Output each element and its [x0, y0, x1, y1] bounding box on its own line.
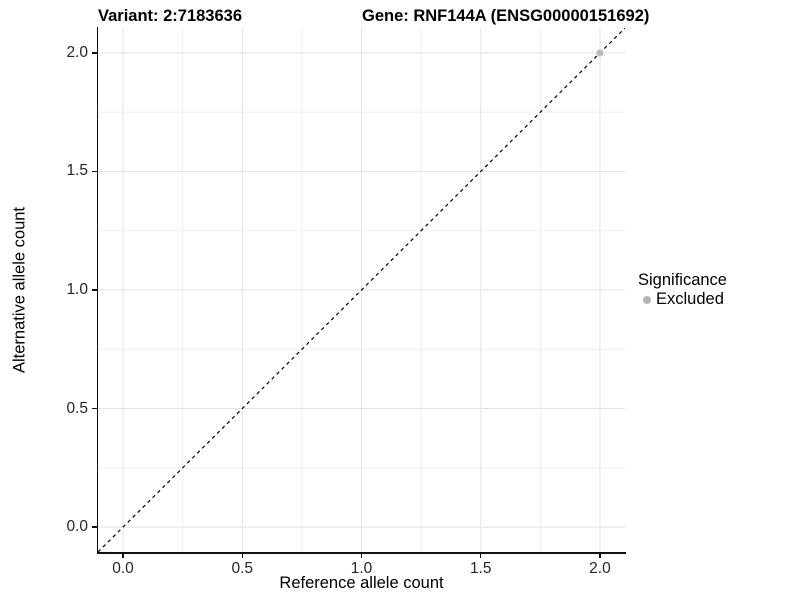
- x-tick-mark: [360, 552, 363, 558]
- legend: Significance Excluded: [638, 271, 727, 309]
- y-tick-label: 0.0: [66, 518, 88, 536]
- legend-item-excluded: Excluded: [638, 290, 727, 309]
- y-axis-title: Alternative allele count: [10, 206, 29, 374]
- x-tick-label: 2.0: [589, 560, 611, 577]
- y-tick-mark: [91, 526, 97, 528]
- plot-title-variant: Variant: 2:7183636: [98, 7, 243, 25]
- y-axis-line: [96, 27, 98, 553]
- plot-title-gene: Gene: RNF144A (ENSG00000151692): [362, 7, 650, 25]
- data-point-excluded: [596, 49, 604, 57]
- y-tick-mark: [91, 289, 97, 291]
- plot-panel: [98, 28, 625, 552]
- y-tick-mark: [91, 170, 97, 173]
- plot-canvas: [98, 28, 625, 552]
- y-tick-label: 1.5: [66, 162, 88, 180]
- legend-title: Significance: [638, 271, 727, 289]
- y-tick-mark: [91, 407, 97, 410]
- x-axis-title: Reference allele count: [279, 574, 444, 592]
- x-tick-label: 1.0: [350, 560, 373, 577]
- legend-item-label: Excluded: [656, 290, 724, 308]
- x-tick-mark: [599, 552, 601, 558]
- x-tick-mark: [479, 552, 482, 558]
- x-tick-mark: [241, 552, 244, 558]
- identity-reference-line: [98, 28, 625, 552]
- y-tick-mark: [91, 52, 97, 54]
- x-tick-label: 0.5: [231, 560, 254, 577]
- x-tick-label: 0.0: [112, 560, 134, 577]
- excluded-point-icon: [643, 295, 651, 304]
- x-tick-label: 1.5: [469, 560, 492, 577]
- y-tick-label: 0.5: [66, 399, 88, 417]
- y-tick-label: 2.0: [66, 43, 88, 61]
- x-tick-mark: [122, 552, 124, 558]
- y-tick-label: 1.0: [66, 281, 88, 298]
